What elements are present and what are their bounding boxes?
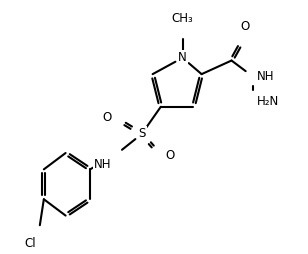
Text: O: O (103, 111, 112, 124)
Text: O: O (241, 20, 250, 33)
Text: Cl: Cl (24, 237, 36, 250)
Text: H₂N: H₂N (257, 95, 280, 108)
Text: CH₃: CH₃ (172, 12, 193, 25)
Text: S: S (138, 128, 145, 140)
Text: NH: NH (94, 158, 112, 171)
Text: NH: NH (257, 70, 275, 83)
Text: O: O (165, 149, 174, 162)
Text: N: N (178, 51, 187, 64)
